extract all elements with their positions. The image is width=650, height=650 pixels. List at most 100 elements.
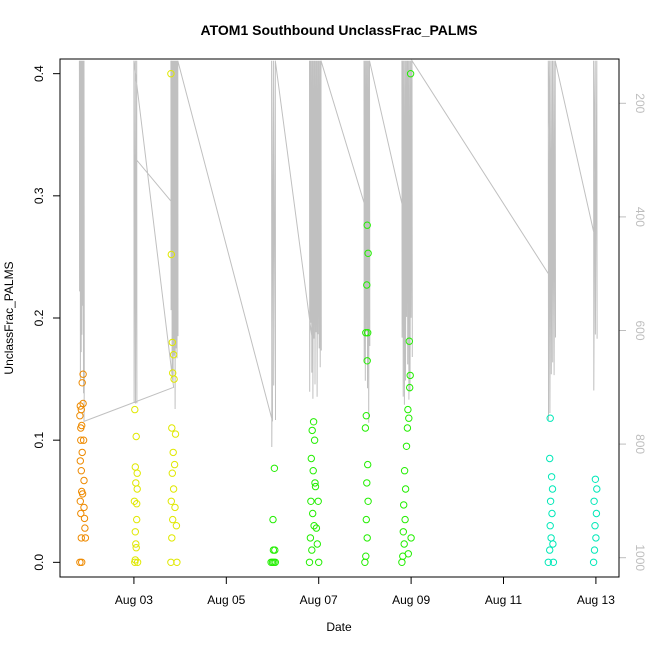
x-tick-label: Aug 13 — [577, 593, 615, 607]
data-point — [167, 250, 176, 259]
data-point — [364, 249, 372, 258]
data-point — [401, 485, 410, 493]
data-point — [363, 357, 371, 365]
x-tick-label: Aug 11 — [485, 593, 522, 607]
y-axis-label: UnclassFrac_PALMS — [2, 261, 16, 374]
data-point — [364, 329, 372, 337]
data-point — [362, 412, 370, 420]
data-point — [133, 515, 141, 524]
data-point — [549, 558, 558, 566]
data-point — [363, 534, 371, 542]
data-point — [362, 515, 370, 524]
data-point — [310, 522, 318, 530]
y-tick-label: 0.1 — [32, 432, 46, 449]
data-point — [400, 467, 409, 475]
data-point — [591, 522, 599, 530]
data-point — [80, 476, 88, 485]
data-point — [363, 221, 371, 229]
y2-tick-label: 400 — [633, 207, 647, 227]
data-point — [168, 424, 176, 432]
data-point — [133, 485, 141, 493]
data-point — [590, 497, 598, 505]
data-point — [548, 509, 556, 518]
data-point — [79, 399, 87, 408]
data-point — [313, 540, 321, 548]
data-point — [77, 424, 85, 432]
y2-tick-label: 800 — [633, 434, 647, 454]
data-point — [361, 424, 370, 432]
data-point — [271, 546, 279, 554]
data-point — [76, 457, 85, 465]
data-point — [405, 414, 413, 422]
data-point — [311, 482, 320, 491]
data-point — [307, 497, 315, 505]
data-point — [546, 546, 554, 554]
data-point — [364, 497, 372, 505]
data-point — [79, 436, 88, 444]
data-point — [171, 503, 179, 512]
y-tick-label: 0.0 — [32, 554, 46, 571]
data-point — [407, 534, 415, 542]
data-point — [169, 369, 177, 377]
data-points-layer — [76, 70, 601, 566]
data-point — [363, 281, 371, 289]
data-point — [80, 514, 89, 523]
data-point — [546, 497, 555, 505]
data-point — [593, 485, 601, 493]
data-point — [168, 338, 177, 347]
data-point — [591, 475, 600, 483]
data-point — [77, 467, 86, 475]
y2-tick-label: 1000 — [633, 544, 647, 571]
data-point — [544, 558, 552, 566]
x-axis-label: Date — [326, 620, 352, 634]
data-point — [168, 469, 177, 477]
pressure-profile-layer — [78, 58, 598, 448]
data-point — [549, 540, 557, 548]
plot-frame — [59, 58, 620, 578]
data-point — [403, 424, 412, 432]
data-point — [309, 467, 317, 475]
y-tick-label: 0.3 — [32, 187, 46, 204]
x-tick-label: Aug 09 — [392, 593, 430, 607]
chart-title: ATOM1 Southbound UnclassFrac_PALMS — [201, 22, 478, 38]
data-point — [589, 558, 598, 566]
data-point — [404, 550, 412, 558]
data-point — [131, 405, 139, 414]
data-point — [362, 329, 370, 337]
data-point — [79, 370, 87, 378]
data-point — [305, 558, 314, 566]
data-point — [315, 558, 323, 566]
data-point — [78, 379, 86, 387]
data-point — [169, 515, 177, 524]
data-point — [546, 454, 554, 463]
data-point — [308, 426, 316, 435]
data-point — [132, 432, 140, 441]
pressure-profile-line — [78, 58, 598, 448]
data-point — [132, 540, 140, 548]
data-point — [546, 522, 554, 530]
data-point — [167, 70, 175, 78]
data-point — [77, 509, 85, 518]
data-point — [169, 448, 177, 457]
x-tick-label: Aug 03 — [115, 593, 153, 607]
data-point — [81, 524, 89, 532]
data-point — [307, 454, 315, 463]
data-point — [78, 490, 87, 498]
data-point — [76, 497, 85, 505]
data-point — [171, 430, 180, 438]
data-point — [168, 534, 176, 542]
data-point — [308, 546, 316, 554]
y2-tick-label: 200 — [633, 93, 647, 113]
y-tick-label: 0.4 — [32, 65, 46, 82]
data-point — [80, 503, 88, 512]
y2-tick-label: 600 — [633, 320, 647, 340]
data-point — [172, 522, 181, 530]
data-point — [269, 515, 277, 524]
data-point — [271, 558, 279, 566]
axes-layer: Aug 03 Aug 05 Aug 07 Aug 09 Aug 11 Aug 13 0.0 0… — [32, 65, 647, 607]
data-point — [405, 337, 413, 345]
data-point — [78, 448, 86, 457]
data-point — [77, 436, 85, 444]
data-point — [590, 546, 599, 554]
